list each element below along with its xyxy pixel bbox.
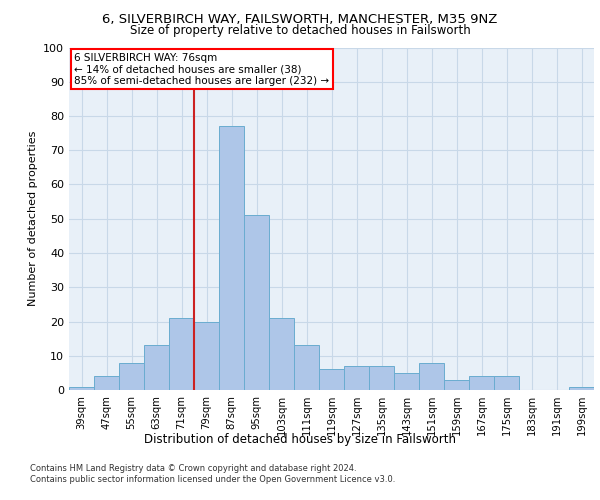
Bar xyxy=(244,216,269,390)
Bar xyxy=(344,366,369,390)
Text: Contains public sector information licensed under the Open Government Licence v3: Contains public sector information licen… xyxy=(30,475,395,484)
Bar xyxy=(444,380,469,390)
Y-axis label: Number of detached properties: Number of detached properties xyxy=(28,131,38,306)
Bar xyxy=(394,373,419,390)
Bar xyxy=(369,366,394,390)
Text: Distribution of detached houses by size in Failsworth: Distribution of detached houses by size … xyxy=(144,432,456,446)
Bar xyxy=(469,376,494,390)
Bar xyxy=(419,362,444,390)
Bar xyxy=(144,346,169,390)
Text: 6 SILVERBIRCH WAY: 76sqm
← 14% of detached houses are smaller (38)
85% of semi-d: 6 SILVERBIRCH WAY: 76sqm ← 14% of detach… xyxy=(74,52,329,86)
Bar xyxy=(194,322,219,390)
Bar xyxy=(94,376,119,390)
Text: Contains HM Land Registry data © Crown copyright and database right 2024.: Contains HM Land Registry data © Crown c… xyxy=(30,464,356,473)
Bar xyxy=(294,346,319,390)
Bar xyxy=(494,376,519,390)
Text: Size of property relative to detached houses in Failsworth: Size of property relative to detached ho… xyxy=(130,24,470,37)
Bar xyxy=(69,386,94,390)
Text: 6, SILVERBIRCH WAY, FAILSWORTH, MANCHESTER, M35 9NZ: 6, SILVERBIRCH WAY, FAILSWORTH, MANCHEST… xyxy=(103,12,497,26)
Bar xyxy=(169,318,194,390)
Bar xyxy=(269,318,294,390)
Bar xyxy=(569,386,594,390)
Bar xyxy=(319,370,344,390)
Bar xyxy=(219,126,244,390)
Bar xyxy=(119,362,144,390)
